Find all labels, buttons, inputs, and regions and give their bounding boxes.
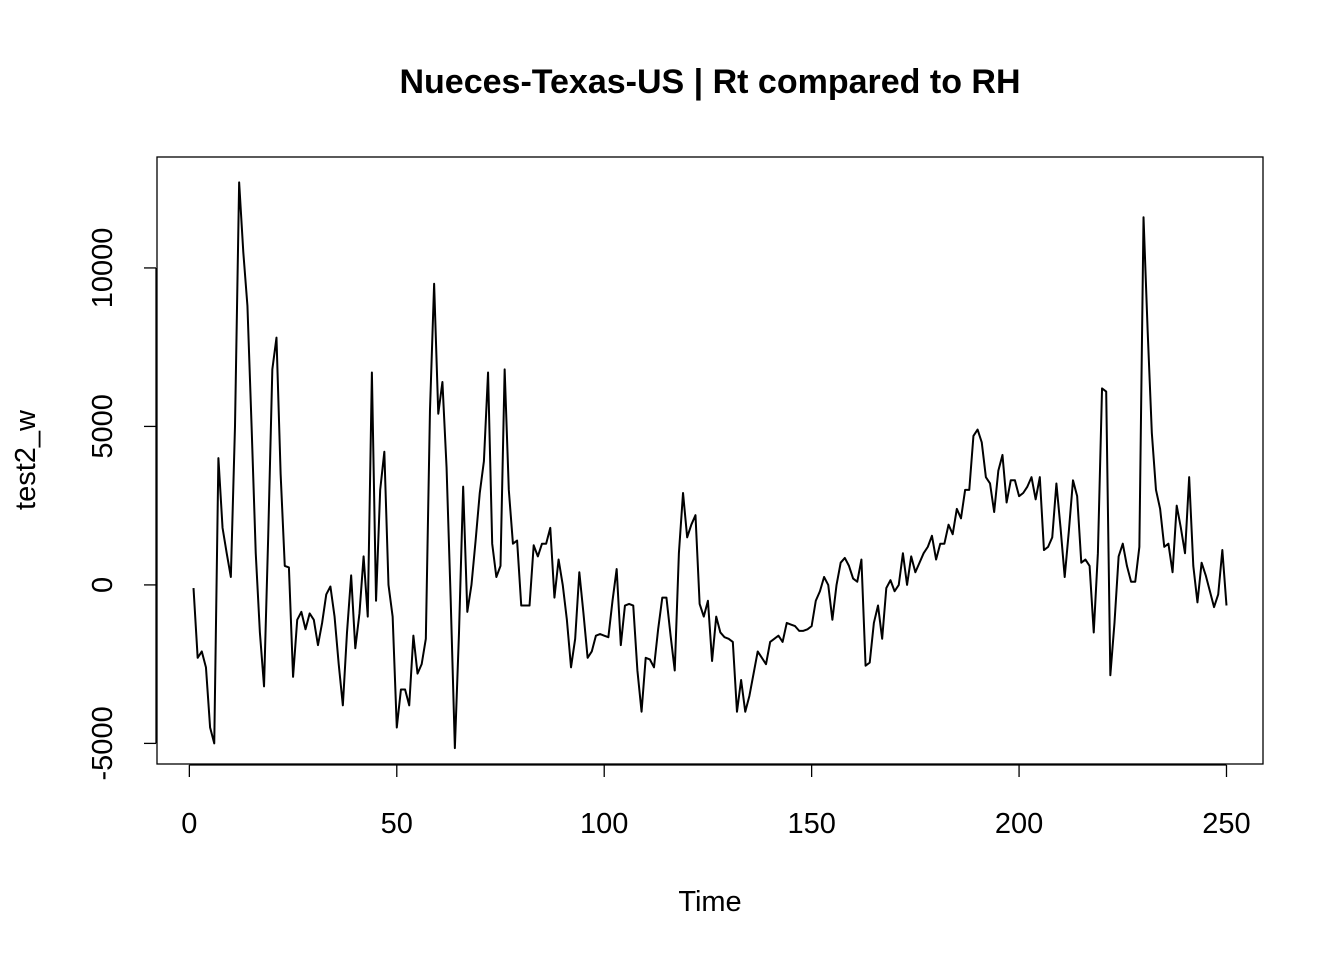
- x-tick-label: 0: [181, 808, 197, 840]
- x-tick-label: 50: [381, 808, 413, 840]
- y-axis: -5000 0 5000 10000: [87, 228, 157, 780]
- y-axis-label: test2_w: [10, 409, 42, 510]
- x-axis: 0 50 100 150 200 250: [181, 764, 1251, 840]
- y-tick-label: 10000: [87, 228, 119, 309]
- chart-title: Nueces-Texas-US | Rt compared to RH: [399, 63, 1020, 101]
- x-tick-label: 250: [1202, 808, 1250, 840]
- plot-frame: [156, 156, 1264, 765]
- x-axis-label: Time: [678, 886, 741, 918]
- x-tick-label: 200: [995, 808, 1043, 840]
- y-tick-label: 0: [87, 577, 119, 593]
- y-tick-label: -5000: [87, 706, 119, 780]
- y-tick-label: 5000: [87, 394, 119, 459]
- x-tick-label: 100: [580, 808, 628, 840]
- x-tick-label: 150: [787, 808, 835, 840]
- series-line: [192, 181, 1228, 750]
